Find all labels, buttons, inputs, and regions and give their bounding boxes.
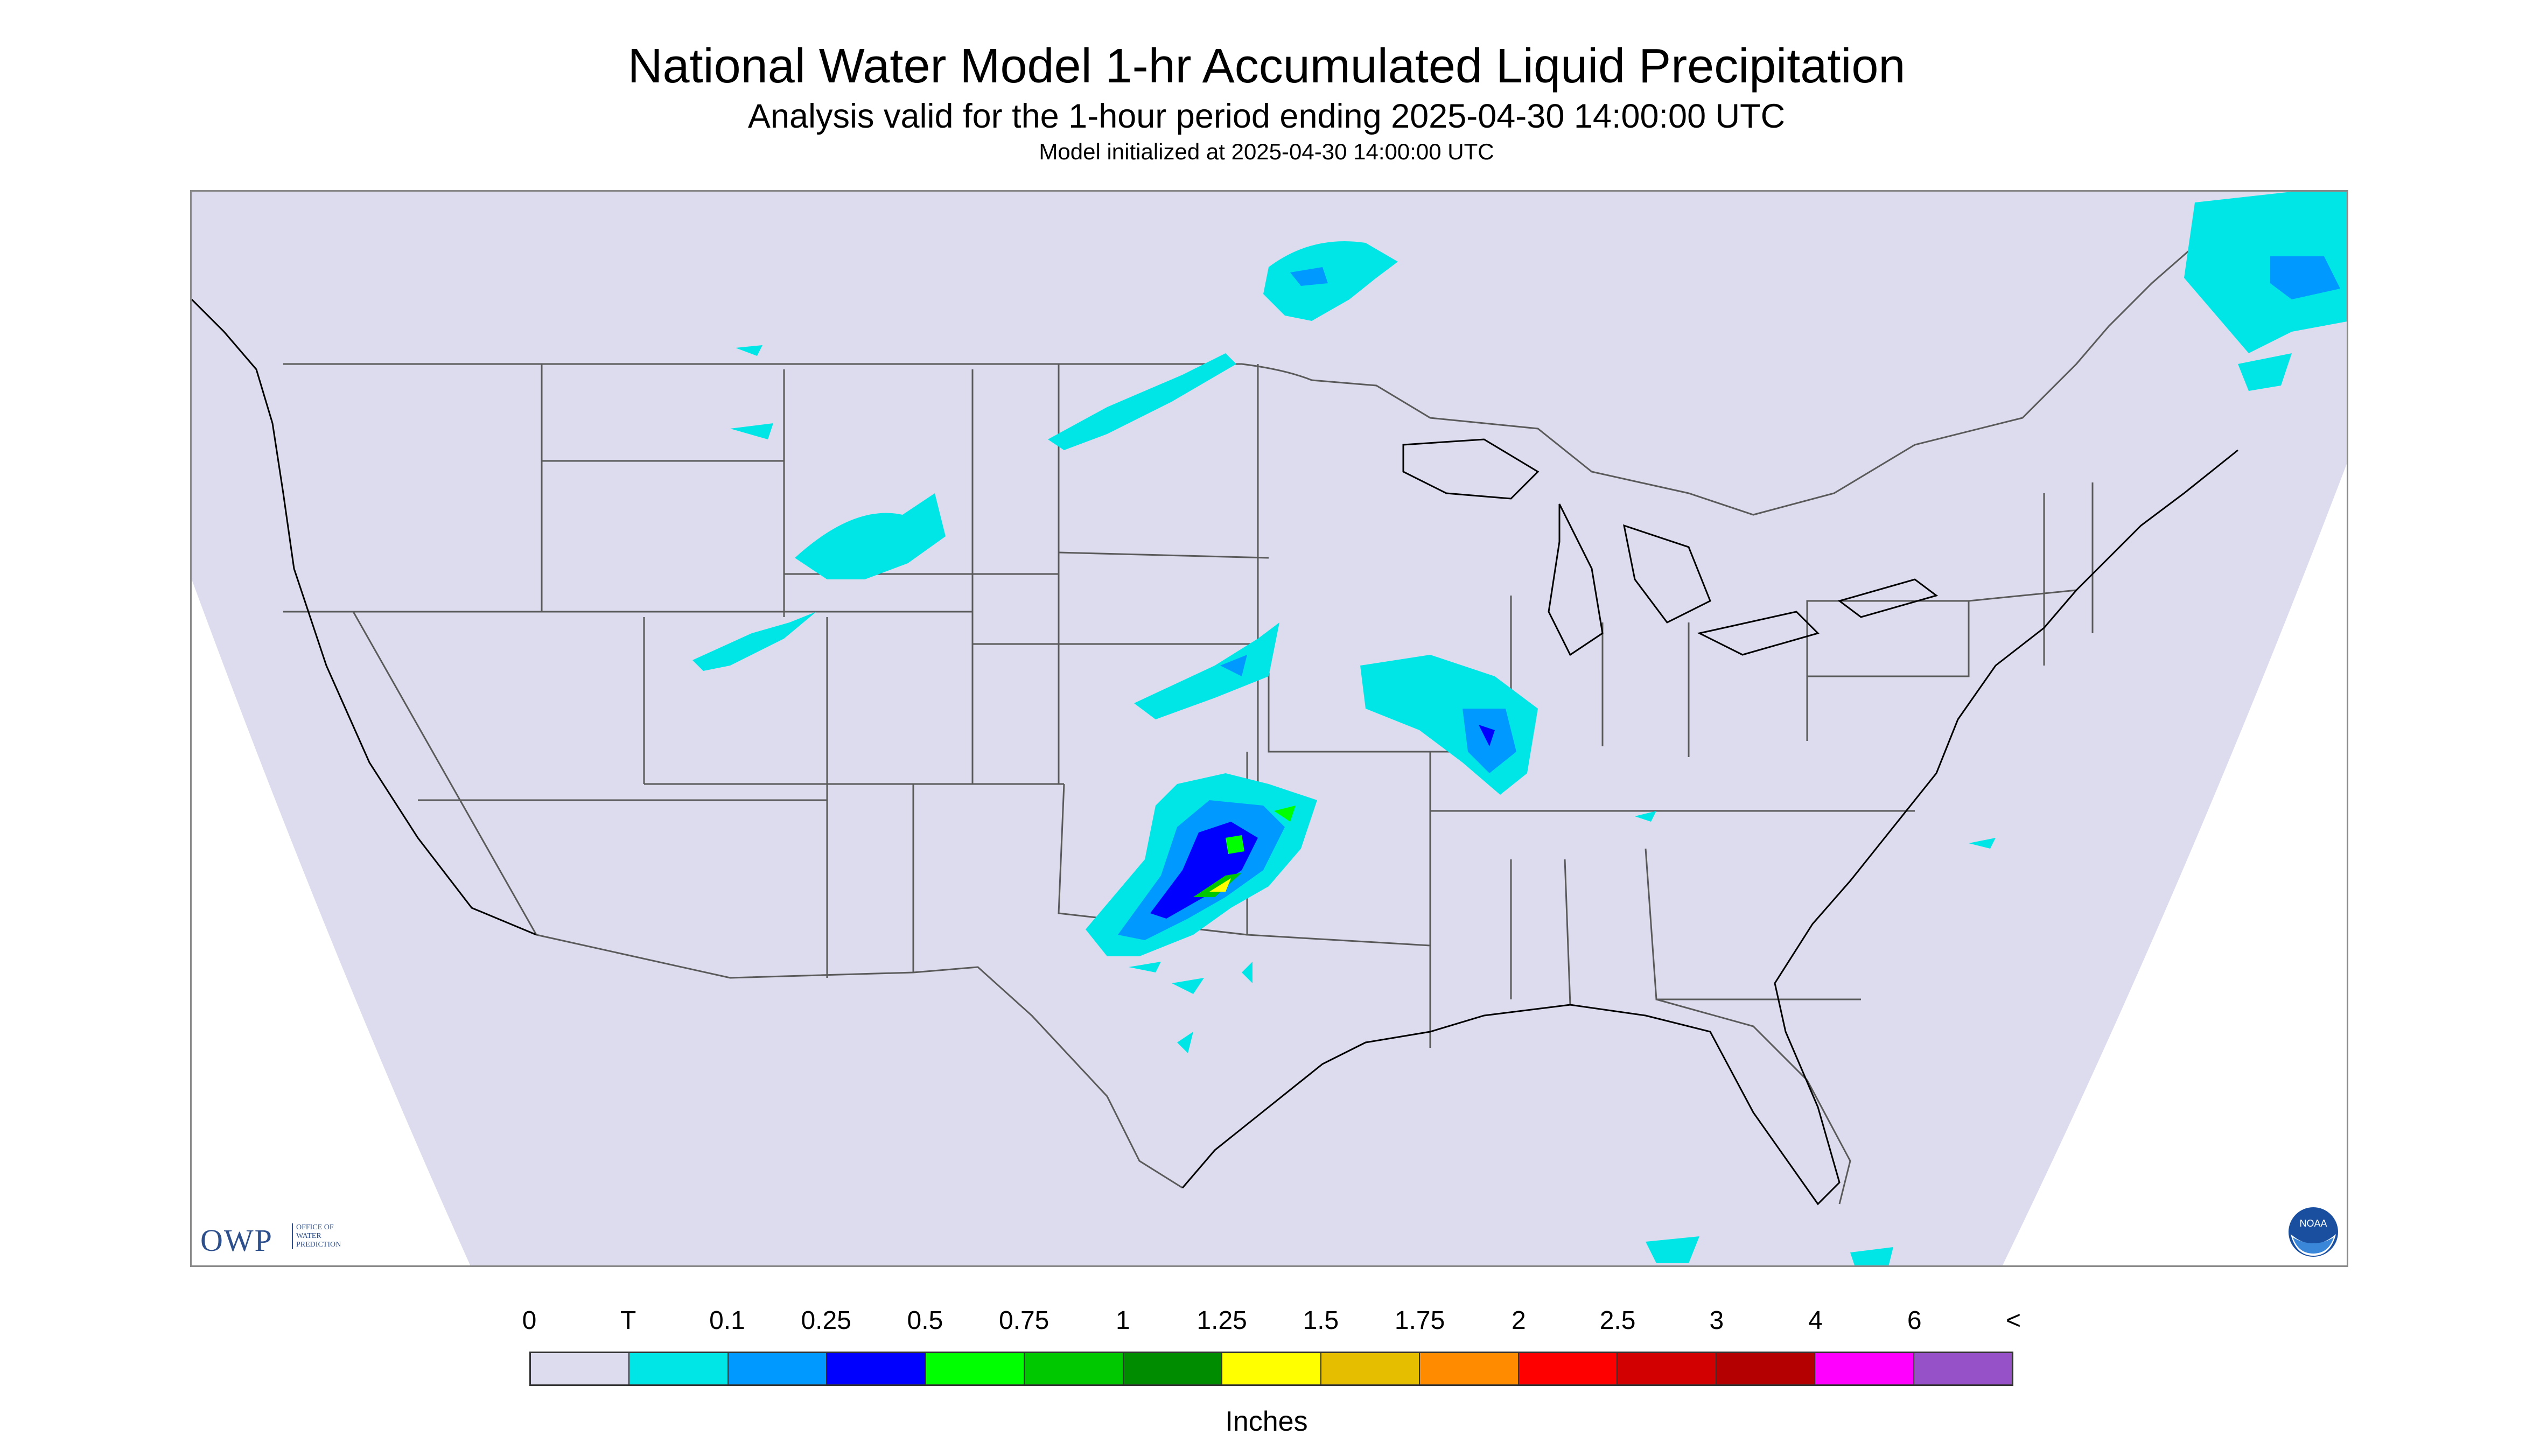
owp-logo: OWP OFFICE OF WATER PREDICTION [200, 1222, 341, 1258]
legend-tick-label: 0.5 [907, 1306, 943, 1335]
legend-tick-label: 0.1 [709, 1306, 745, 1335]
legend-tick-label: 6 [1907, 1306, 1922, 1335]
legend-swatch [531, 1353, 630, 1384]
legend-tick-label: < [2005, 1306, 2021, 1335]
legend-tick-label: T [620, 1306, 636, 1335]
legend-swatch [1025, 1353, 1124, 1384]
legend-tick-label: 2.5 [1599, 1306, 1636, 1335]
legend-tick-label: 1 [1116, 1306, 1130, 1335]
legend-swatch [827, 1353, 926, 1384]
map-title: National Water Model 1-hr Accumulated Li… [627, 39, 1906, 93]
boundary-lines [283, 207, 2238, 1205]
legend-swatch [1222, 1353, 1321, 1384]
precipitation-map [190, 190, 2348, 1267]
legend-tick-labels: 0 T 0.1 0.25 0.5 0.75 1 1.25 1.5 1.75 2 2.5 3 4 6 < [0, 1306, 2533, 1338]
legend-tick-label: 1.5 [1303, 1306, 1339, 1335]
legend-swatch [1420, 1353, 1519, 1384]
legend-swatch [1618, 1353, 1717, 1384]
legend-tick-label: 1.25 [1196, 1306, 1247, 1335]
legend-tick-label: 1.75 [1394, 1306, 1445, 1335]
noaa-logo: NOAA [2289, 1207, 2338, 1257]
legend-tick-label: 4 [1808, 1306, 1823, 1335]
legend-swatch [629, 1353, 729, 1384]
legend-tick-label: 0 [522, 1306, 537, 1335]
precip-north-dakota [1048, 353, 1236, 450]
legend-tick-label: 2 [1511, 1306, 1526, 1335]
owp-logo-text: OFFICE OF WATER PREDICTION [292, 1223, 355, 1249]
precip-north-minnesota [1263, 241, 1398, 321]
precip-wyoming [795, 493, 946, 579]
precip-areas [692, 192, 2347, 1265]
legend-tick-label: 0.75 [998, 1306, 1049, 1335]
precip-color-scale [529, 1352, 2013, 1386]
noaa-logo-text: NOAA [2299, 1218, 2327, 1229]
legend-units: Inches [1225, 1406, 1308, 1437]
legend-swatch [1716, 1353, 1816, 1384]
legend-swatch [1123, 1353, 1223, 1384]
coastline [192, 298, 2238, 1206]
precip-kansas [1134, 622, 1279, 719]
legend-swatch [1519, 1353, 1618, 1384]
legend-tick-label: 3 [1709, 1306, 1724, 1335]
legend-swatch [1321, 1353, 1421, 1384]
legend-swatch [728, 1353, 828, 1384]
map-subtitle: Analysis valid for the 1-hour period end… [747, 97, 1786, 135]
owp-logo-mark: OWP [200, 1223, 273, 1258]
model-init-line: Model initialized at 2025-04-30 14:00:00… [1039, 139, 1494, 164]
legend-swatch [1815, 1353, 1914, 1384]
legend-tick-label: 0.25 [801, 1306, 851, 1335]
legend-swatch [926, 1353, 1025, 1384]
legend-swatch [1914, 1353, 2012, 1384]
precip-northeast [2184, 192, 2347, 353]
